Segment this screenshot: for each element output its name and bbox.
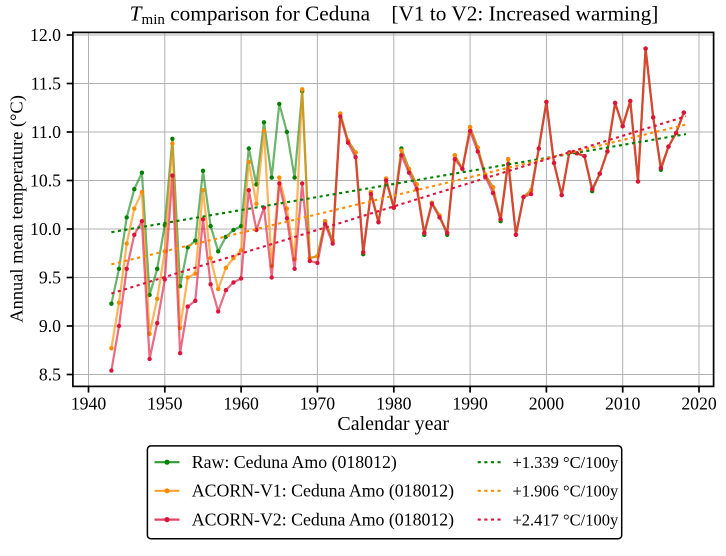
svg-text:Raw: Ceduna Amo (018012): Raw: Ceduna Amo (018012) [192, 452, 397, 473]
svg-text:10.5: 10.5 [30, 170, 61, 190]
svg-text:2000: 2000 [529, 393, 565, 413]
svg-text:9.5: 9.5 [39, 267, 61, 287]
svg-text:1970: 1970 [300, 393, 336, 413]
svg-text:+1.906 °C/100y: +1.906 °C/100y [513, 482, 619, 501]
svg-text:8.5: 8.5 [39, 364, 61, 384]
svg-text:+2.417 °C/100y: +2.417 °C/100y [513, 510, 619, 529]
svg-text:Tmin comparison for Ceduna [V: Tmin comparison for Ceduna [V1 to V2: In… [130, 2, 659, 29]
svg-text:10.0: 10.0 [30, 219, 61, 239]
svg-text:ACORN-V2: Ceduna Amo (018012): ACORN-V2: Ceduna Amo (018012) [192, 509, 454, 530]
svg-text:11.0: 11.0 [31, 122, 61, 142]
svg-text:Annual mean temperature (°C): Annual mean temperature (°C) [7, 95, 28, 322]
svg-text:Calendar year: Calendar year [337, 413, 449, 435]
svg-text:1950: 1950 [147, 393, 183, 413]
svg-text:1940: 1940 [71, 393, 107, 413]
svg-text:1960: 1960 [223, 393, 259, 413]
svg-text:1980: 1980 [376, 393, 412, 413]
svg-text:9.0: 9.0 [39, 316, 61, 336]
svg-text:11.5: 11.5 [31, 73, 61, 93]
svg-text:ACORN-V1: Ceduna Amo (018012): ACORN-V1: Ceduna Amo (018012) [192, 481, 454, 502]
svg-text:1990: 1990 [452, 393, 488, 413]
svg-text:2010: 2010 [605, 393, 641, 413]
svg-text:+1.339 °C/100y: +1.339 °C/100y [513, 453, 619, 472]
svg-text:12.0: 12.0 [30, 25, 61, 45]
svg-text:2020: 2020 [681, 393, 717, 413]
